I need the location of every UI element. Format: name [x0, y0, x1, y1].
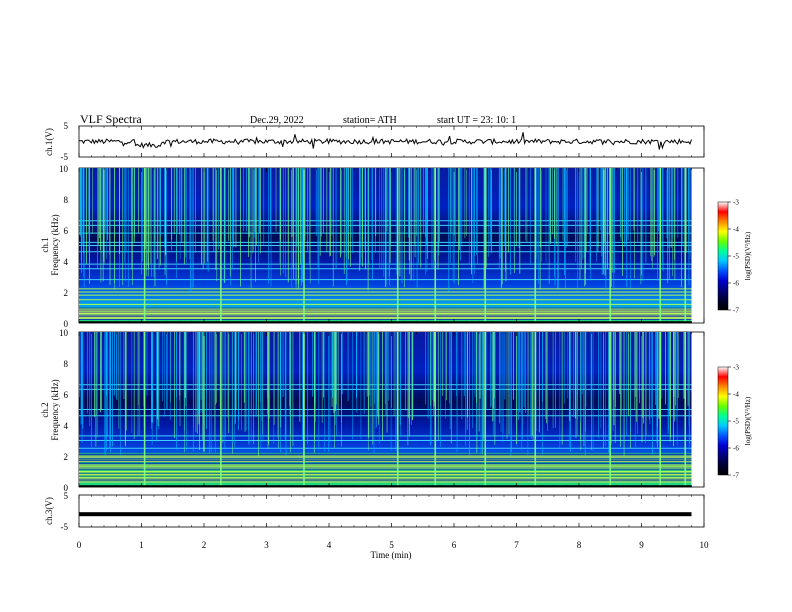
ch1-ylabel-channel: ch.1 [40, 237, 50, 252]
x-axis-tick-labels: 0 1 2 3 4 5 6 7 8 9 10 [77, 540, 709, 550]
colorbar-tick-label: -6 [733, 445, 739, 453]
colorbar-tick-label: -3 [733, 364, 739, 372]
ch3-ytick-bottom: -5 [61, 522, 69, 532]
ch2-ytick-0: 0 [64, 483, 69, 493]
ch1-ytick-2: 2 [64, 288, 69, 298]
x-tick-label: 4 [327, 540, 332, 550]
x-tick-label: 5 [389, 540, 394, 550]
x-tick-label: 2 [202, 540, 207, 550]
colorbar-tick-label: -6 [733, 280, 739, 288]
x-tick-label: 8 [577, 540, 582, 550]
start-time-label: start UT = 23: 10: 1 [437, 115, 516, 126]
ch1-ytick-top: 5 [64, 121, 69, 131]
colorbar-tick-label: -4 [733, 226, 739, 234]
colorbar-gradient [717, 366, 729, 476]
ch1-colorbar: -3 -4 -5 -6 -7 log(PSD)(V²/Hz) [717, 199, 752, 315]
x-tick-label: 9 [639, 540, 644, 550]
colorbar-label: log(PSD)(V²/Hz) [744, 231, 752, 280]
colorbar-tick-label: -5 [733, 418, 739, 426]
ch1-spectrogram-image [79, 168, 692, 324]
ch3-ytick-top: 5 [64, 491, 69, 501]
ch1-spectrogram-panel: 10 8 6 4 2 0 ch.1 Frequency (kHz) [40, 164, 705, 329]
colorbar-tick-label: -7 [733, 307, 739, 315]
colorbar-tick-label: -4 [733, 391, 739, 399]
ch1-voltage-trace [78, 132, 692, 150]
ch2-ylabel-channel: ch.2 [40, 402, 50, 417]
ch2-spectrogram-image [79, 332, 692, 488]
ch1-voltage-frame [78, 125, 705, 158]
ch2-colorbar: -3 -4 -5 -6 -7 log(PSD)(V²/Hz) [717, 364, 752, 480]
x-tick-label: 1 [139, 540, 144, 550]
ch1-ytick-4: 4 [64, 257, 69, 267]
ch2-ytick-8: 8 [64, 359, 69, 369]
colorbar-tick-label: -7 [733, 472, 739, 480]
ch2-ytick-6: 6 [64, 390, 69, 400]
x-tick-label: 0 [77, 540, 82, 550]
ch1-ylabel-frequency: Frequency (kHz) [50, 214, 60, 275]
colorbar-tick-label: -3 [733, 199, 739, 207]
ch2-ylabel-frequency: Frequency (kHz) [50, 379, 60, 440]
ch1-ytick-10: 10 [59, 164, 69, 174]
ch3-voltage-ylabel: ch.3(V) [44, 497, 54, 525]
date-label: Dec.29, 2022 [250, 115, 304, 126]
ch2-ytick-10: 10 [59, 328, 69, 338]
ch1-ytick-bottom: -5 [61, 152, 69, 162]
ch3-voltage-panel: 5 -5 ch.3(V) [44, 491, 705, 532]
ch1-voltage-ylabel: ch.1(V) [44, 128, 54, 156]
ch1-voltage-panel: 5 -5 ch.1(V) [44, 121, 705, 162]
colorbar-tick-label: -5 [733, 253, 739, 261]
ch1-ytick-8: 8 [64, 195, 69, 205]
x-tick-label: 10 [700, 540, 710, 550]
x-tick-label: 3 [264, 540, 269, 550]
x-tick-label: 6 [452, 540, 457, 550]
station-label: station= ATH [343, 115, 397, 126]
ch3-voltage-frame [78, 494, 705, 528]
ch1-ytick-0: 0 [64, 319, 69, 329]
ch1-ytick-6: 6 [64, 226, 69, 236]
ch2-ytick-2: 2 [64, 452, 69, 462]
figure-title: VLF Spectra [80, 112, 142, 126]
x-tick-label: 7 [514, 540, 519, 550]
colorbar-label: log(PSD)(V²/Hz) [744, 396, 752, 445]
ch2-spectrogram-panel: 10 8 6 4 2 0 ch.2 Frequency (kHz) [40, 328, 705, 493]
ch2-ytick-4: 4 [64, 421, 69, 431]
ch3-voltage-trace [79, 512, 692, 517]
axis-tick-marks [78, 126, 705, 527]
x-axis-label: Time (min) [371, 550, 412, 560]
colorbar-gradient [717, 201, 729, 311]
